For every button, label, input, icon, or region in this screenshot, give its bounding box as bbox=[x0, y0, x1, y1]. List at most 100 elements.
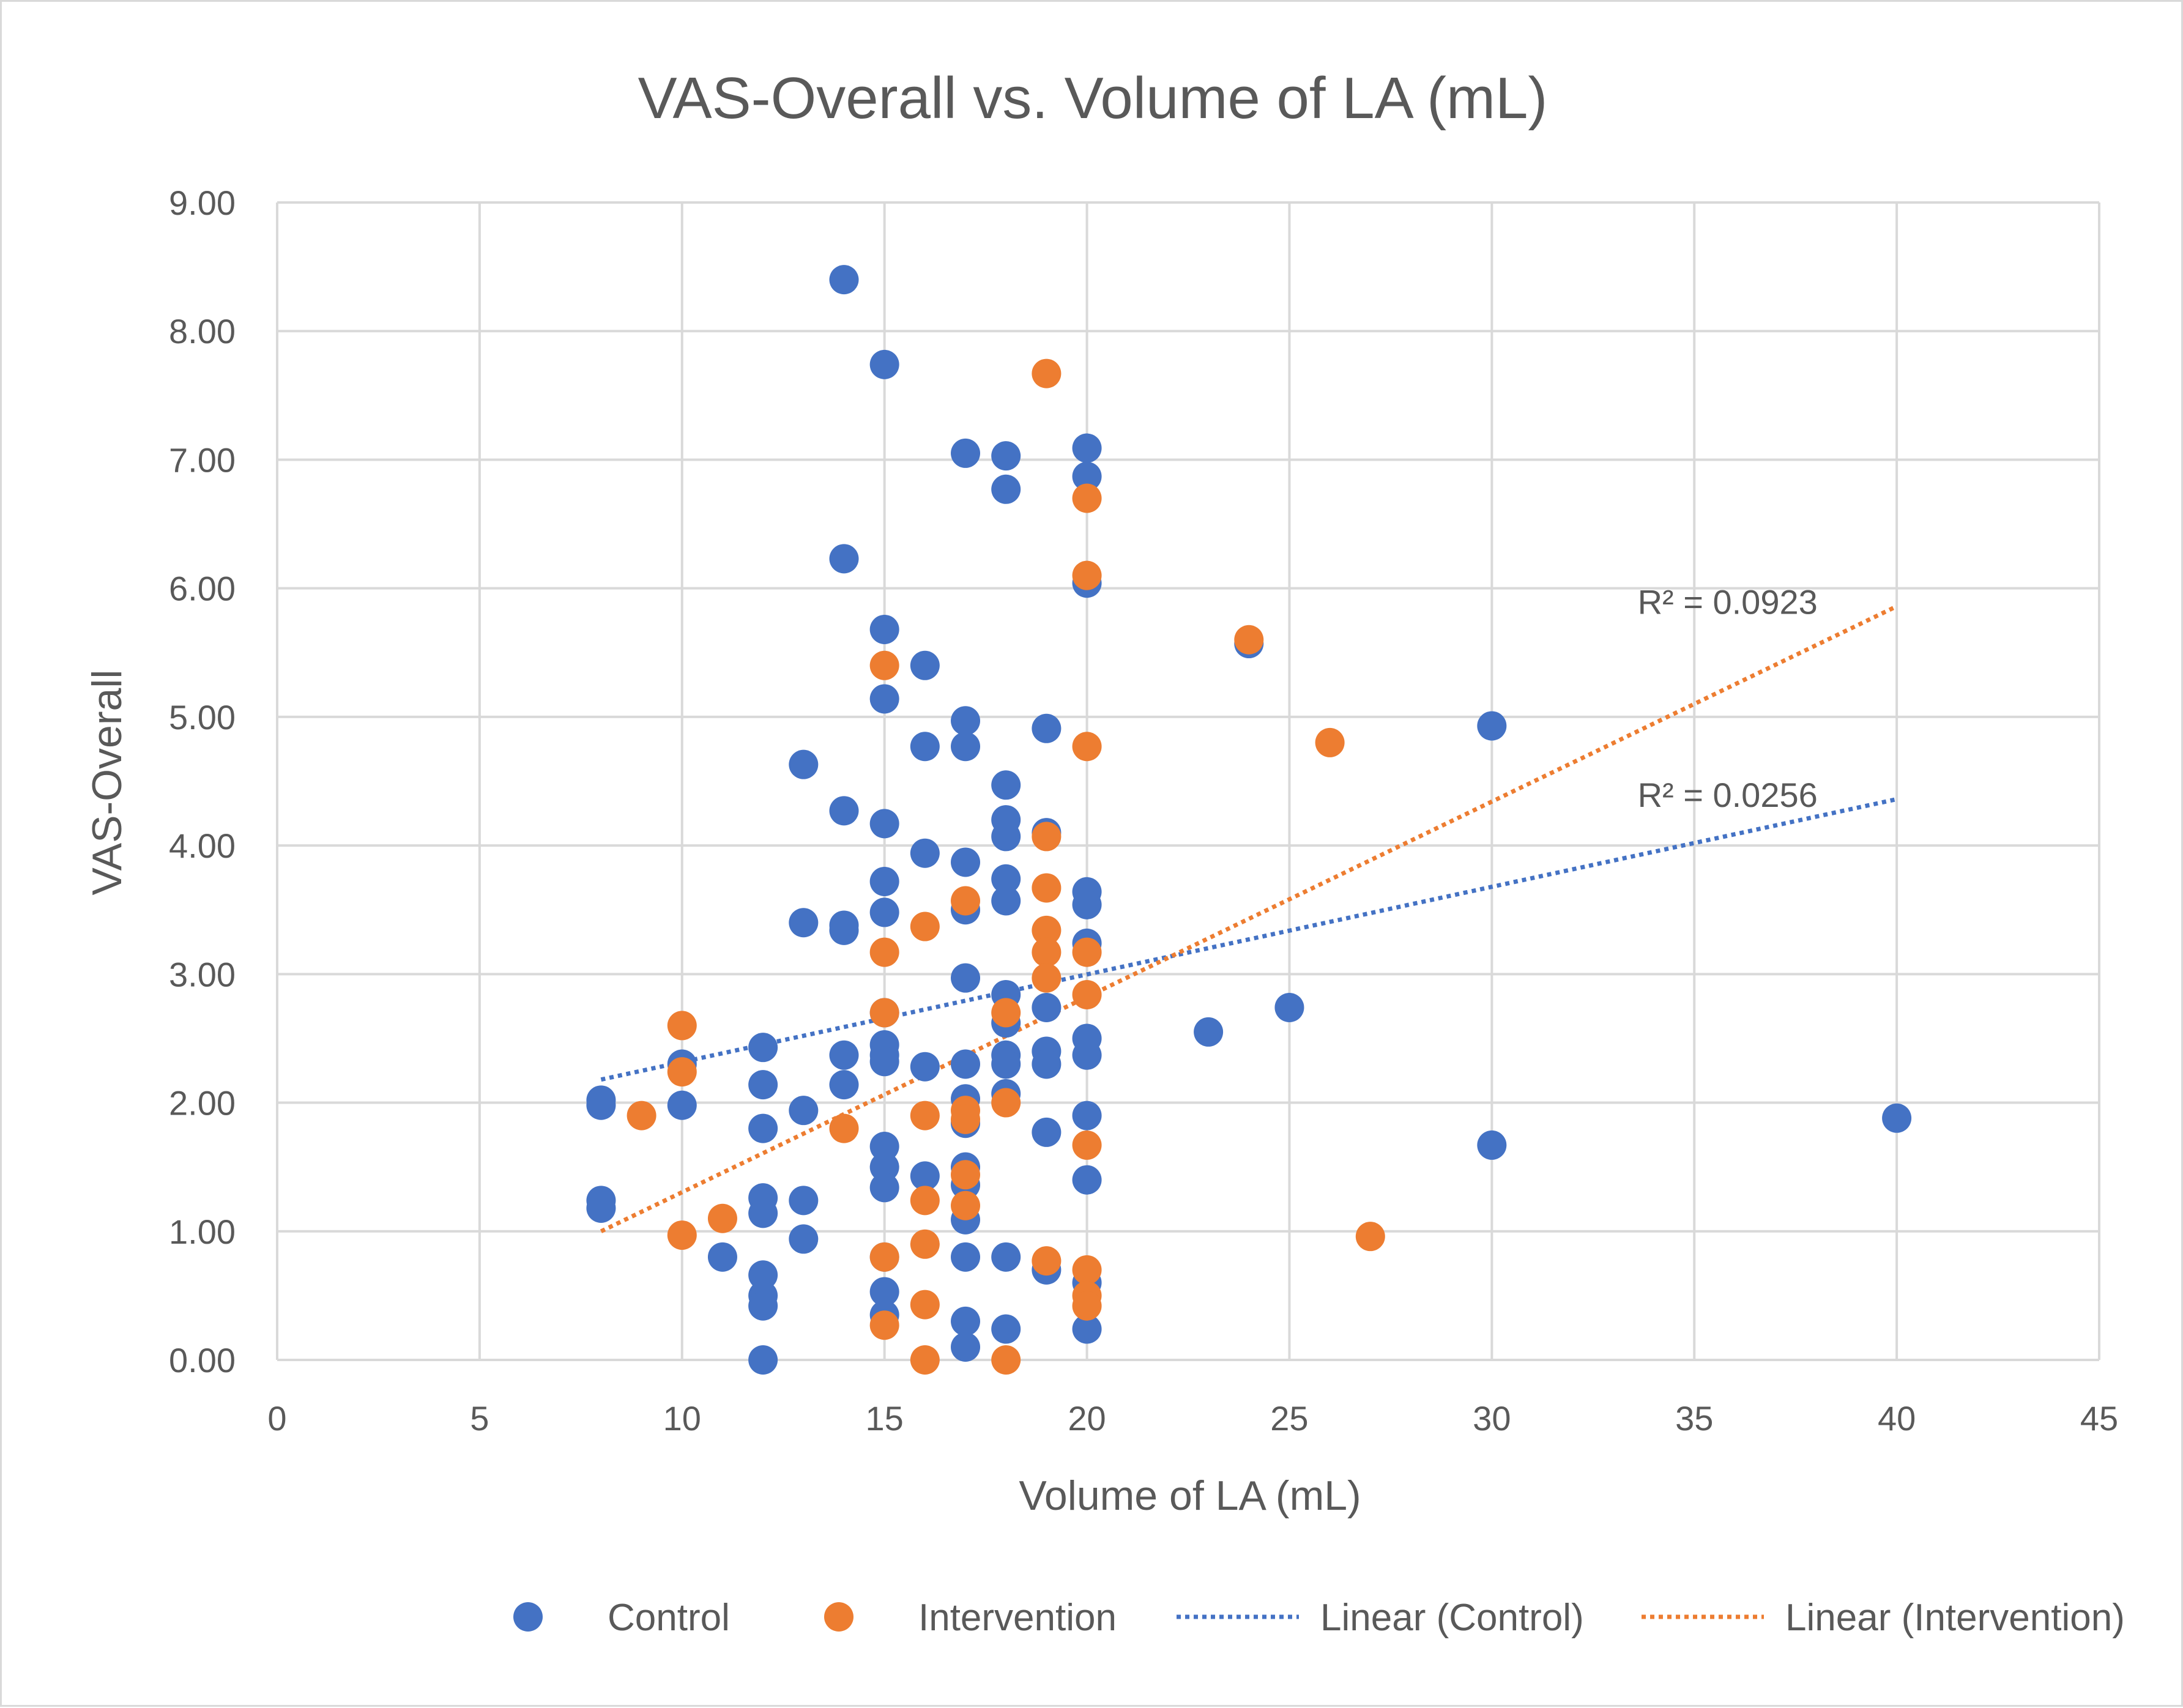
data-point-control bbox=[951, 1242, 981, 1272]
data-point-intervention bbox=[991, 1345, 1021, 1375]
data-point-control bbox=[1072, 889, 1102, 919]
data-point-control bbox=[869, 1173, 899, 1203]
data-point-intervention bbox=[1032, 937, 1062, 967]
data-point-control bbox=[869, 1132, 899, 1162]
data-point-control bbox=[789, 749, 819, 779]
data-point-intervention bbox=[1355, 1222, 1385, 1252]
x-tick-label: 40 bbox=[1878, 1399, 1916, 1438]
data-point-control bbox=[951, 1049, 981, 1079]
x-tick-label: 25 bbox=[1270, 1399, 1308, 1438]
data-point-control bbox=[748, 1033, 778, 1063]
data-point-control bbox=[748, 1070, 778, 1100]
data-point-control bbox=[951, 706, 981, 736]
data-point-control bbox=[748, 1345, 778, 1375]
legend-marker-control bbox=[513, 1602, 543, 1632]
data-point-control bbox=[991, 1314, 1021, 1344]
y-tick-label: 5.00 bbox=[169, 698, 236, 737]
y-tick-label: 7.00 bbox=[169, 440, 236, 479]
data-point-intervention bbox=[910, 1345, 940, 1375]
legend-label-linear-control: Linear (Control) bbox=[1320, 1597, 1584, 1639]
data-point-control bbox=[869, 866, 899, 896]
legend-label-linear-intervention: Linear (Intervention) bbox=[1785, 1597, 2125, 1639]
data-point-intervention bbox=[1032, 963, 1062, 993]
data-point-control bbox=[1072, 1314, 1102, 1344]
data-point-control bbox=[869, 809, 899, 839]
data-point-intervention bbox=[1072, 560, 1102, 590]
y-tick-label: 9.00 bbox=[169, 184, 236, 222]
data-point-intervention bbox=[951, 1190, 981, 1220]
data-point-control bbox=[829, 1040, 859, 1070]
data-point-intervention bbox=[951, 1160, 981, 1190]
data-point-control bbox=[667, 1090, 697, 1120]
data-point-intervention bbox=[1234, 625, 1264, 655]
y-tick-label: 6.00 bbox=[169, 570, 236, 608]
data-point-control bbox=[951, 1306, 981, 1336]
data-point-control bbox=[829, 544, 859, 574]
data-point-control bbox=[910, 838, 940, 868]
data-point-control bbox=[991, 1242, 1021, 1272]
data-point-intervention bbox=[627, 1101, 656, 1131]
x-tick-label: 45 bbox=[2080, 1399, 2118, 1438]
data-point-intervention bbox=[1072, 1255, 1102, 1285]
data-point-control bbox=[829, 265, 859, 295]
data-point-intervention bbox=[1032, 915, 1062, 945]
trendline-control bbox=[600, 797, 1897, 1082]
data-point-intervention bbox=[951, 886, 981, 916]
data-point-control bbox=[748, 1198, 778, 1228]
data-point-intervention bbox=[1032, 358, 1062, 388]
data-point-control bbox=[1072, 433, 1102, 463]
y-tick-label: 3.00 bbox=[169, 955, 236, 993]
data-point-control bbox=[951, 438, 981, 468]
data-point-control bbox=[991, 1049, 1021, 1079]
chart-title: VAS-Overall vs. Volume of LA (mL) bbox=[638, 65, 1548, 131]
legend-label-intervention: Intervention bbox=[918, 1597, 1117, 1639]
data-point-control bbox=[1072, 1101, 1102, 1131]
data-point-control bbox=[829, 915, 859, 945]
y-tick-label: 2.00 bbox=[169, 1084, 236, 1123]
data-point-intervention bbox=[667, 1057, 697, 1087]
x-tick-label: 10 bbox=[663, 1399, 701, 1438]
data-point-intervention bbox=[869, 1242, 899, 1272]
data-point-control bbox=[910, 1161, 940, 1191]
data-point-control bbox=[1194, 1017, 1224, 1047]
data-point-intervention bbox=[910, 1290, 940, 1320]
data-point-control bbox=[910, 650, 940, 680]
y-tick-label: 1.00 bbox=[169, 1212, 236, 1251]
data-point-control bbox=[991, 864, 1021, 894]
data-point-intervention bbox=[1032, 873, 1062, 903]
data-point-control bbox=[707, 1242, 737, 1272]
data-point-intervention bbox=[869, 998, 899, 1028]
data-points bbox=[586, 265, 1912, 1375]
data-point-control bbox=[869, 1047, 899, 1077]
y-axis-label: VAS-Overall bbox=[84, 669, 130, 895]
x-tick-label: 0 bbox=[267, 1399, 286, 1438]
data-point-intervention bbox=[910, 1101, 940, 1131]
data-point-control bbox=[951, 963, 981, 993]
y-tick-label: 4.00 bbox=[169, 826, 236, 865]
data-point-control bbox=[951, 847, 981, 877]
r-squared-label: R² = 0.0256 bbox=[1638, 776, 1818, 814]
data-point-control bbox=[991, 822, 1021, 852]
data-point-intervention bbox=[869, 650, 899, 680]
data-point-control bbox=[748, 1260, 778, 1290]
data-point-control bbox=[1032, 713, 1062, 743]
data-point-intervention bbox=[910, 912, 940, 941]
data-point-intervention bbox=[1032, 822, 1062, 852]
data-point-control bbox=[951, 1332, 981, 1362]
x-tick-label: 20 bbox=[1068, 1399, 1106, 1438]
data-point-control bbox=[1032, 1117, 1062, 1147]
data-point-control bbox=[910, 1052, 940, 1082]
data-point-intervention bbox=[1072, 1291, 1102, 1321]
data-point-control bbox=[869, 684, 899, 714]
data-point-intervention bbox=[707, 1203, 737, 1233]
data-point-intervention bbox=[869, 1310, 899, 1340]
data-point-intervention bbox=[1072, 937, 1102, 967]
data-point-intervention bbox=[1072, 979, 1102, 1009]
x-axis-label: Volume of LA (mL) bbox=[1019, 1472, 1361, 1519]
data-point-control bbox=[910, 732, 940, 762]
data-point-control bbox=[1032, 1049, 1062, 1079]
data-point-control bbox=[869, 1152, 899, 1182]
data-point-intervention bbox=[1032, 1246, 1062, 1276]
data-point-control bbox=[1072, 1165, 1102, 1195]
data-point-control bbox=[789, 1186, 819, 1216]
